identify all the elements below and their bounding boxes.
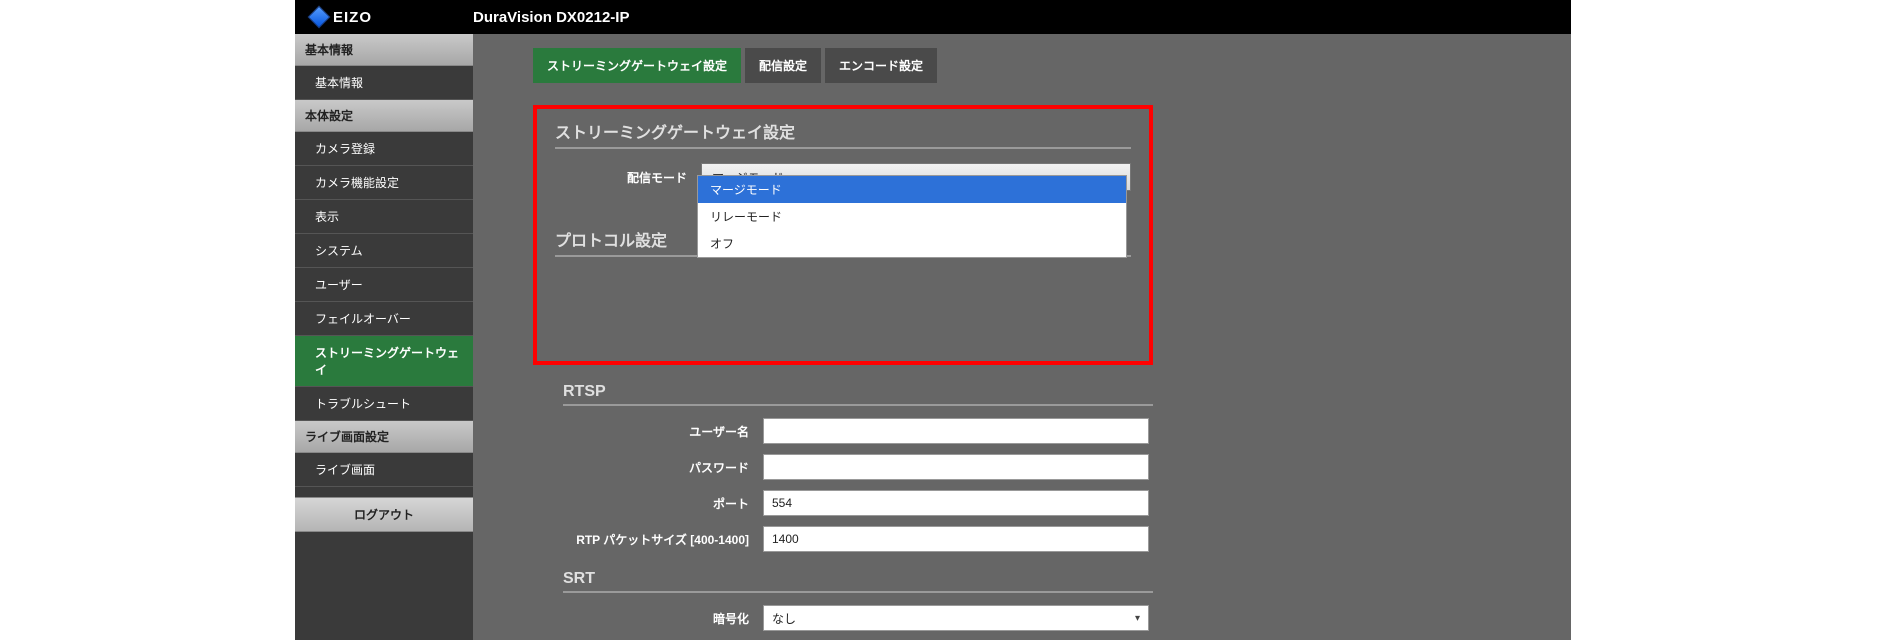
label-rtsp-pass: パスワード (563, 459, 763, 476)
tab-distribution[interactable]: 配信設定 (745, 48, 821, 83)
dropdown-option-merge[interactable]: マージモード (698, 176, 1126, 203)
select-srt-enc-value: なし (772, 610, 796, 627)
label-srt-enc: 暗号化 (563, 610, 763, 627)
label-distribution-mode: 配信モード (555, 169, 701, 186)
dropdown-distribution-mode[interactable]: マージモード リレーモード オフ (697, 175, 1127, 258)
tab-encode[interactable]: エンコード設定 (825, 48, 937, 83)
eizo-logo-icon (308, 6, 331, 29)
input-rtsp-port[interactable] (763, 490, 1149, 516)
sidebar-item-streaming-gateway[interactable]: ストリーミングゲートウェイ (295, 336, 473, 387)
product-title: DuraVision DX0212-IP (473, 9, 629, 26)
dropdown-option-off[interactable]: オフ (698, 230, 1126, 257)
label-rtsp-port: ポート (563, 495, 763, 512)
sidebar-header-basic[interactable]: 基本情報 (295, 34, 473, 66)
brand-text: EIZO (333, 9, 372, 26)
sidebar-item-troubleshoot[interactable]: トラブルシュート (295, 387, 473, 421)
sidebar-item-user[interactable]: ユーザー (295, 268, 473, 302)
chevron-down-icon: ▾ (1135, 613, 1140, 624)
main-panel: ストリーミングゲートウェイ設定 配信設定 エンコード設定 ストリーミングゲートウ… (473, 34, 1571, 640)
sidebar-item-system[interactable]: システム (295, 234, 473, 268)
section-rtsp: RTSP ユーザー名 パスワード ポート RTP パケットサイズ [400-14… (563, 383, 1153, 552)
sidebar-item-failover[interactable]: フェイルオーバー (295, 302, 473, 336)
sidebar-item-camera-reg[interactable]: カメラ登録 (295, 132, 473, 166)
dropdown-option-relay[interactable]: リレーモード (698, 203, 1126, 230)
highlighted-section: ストリーミングゲートウェイ設定 配信モード マージモード ▾ マージモード リレ… (533, 105, 1153, 365)
sidebar: 基本情報 基本情報 本体設定 カメラ登録 カメラ機能設定 表示 システム ユーザ… (295, 34, 473, 640)
input-rtp-size[interactable] (763, 526, 1149, 552)
sidebar-item-basicinfo[interactable]: 基本情報 (295, 66, 473, 100)
topbar: EIZO DuraVision DX0212-IP (295, 0, 1571, 34)
srt-title: SRT (563, 570, 1153, 593)
app-frame: EIZO DuraVision DX0212-IP 基本情報 基本情報 本体設定… (295, 0, 1571, 640)
sidebar-header-device[interactable]: 本体設定 (295, 100, 473, 132)
tabs: ストリーミングゲートウェイ設定 配信設定 エンコード設定 (533, 48, 1547, 83)
sidebar-header-live[interactable]: ライブ画面設定 (295, 421, 473, 453)
sidebar-item-live[interactable]: ライブ画面 (295, 453, 473, 487)
logout-button[interactable]: ログアウト (295, 497, 473, 532)
sidebar-item-camera-func[interactable]: カメラ機能設定 (295, 166, 473, 200)
sidebar-item-display[interactable]: 表示 (295, 200, 473, 234)
select-srt-enc[interactable]: なし ▾ (763, 605, 1149, 631)
label-rtp-size: RTP パケットサイズ [400-1400] (563, 531, 763, 548)
input-rtsp-user[interactable] (763, 418, 1149, 444)
section-title-streaming-gateway: ストリーミングゲートウェイ設定 (555, 119, 1131, 149)
label-rtsp-user: ユーザー名 (563, 423, 763, 440)
input-rtsp-pass[interactable] (763, 454, 1149, 480)
brand-logo: EIZO (295, 9, 473, 26)
tab-streaming-gateway[interactable]: ストリーミングゲートウェイ設定 (533, 48, 741, 83)
rtsp-title: RTSP (563, 383, 1153, 406)
section-srt: SRT 暗号化 なし ▾ パスフレーズ TS パケットカウント [1-7] (563, 570, 1153, 640)
